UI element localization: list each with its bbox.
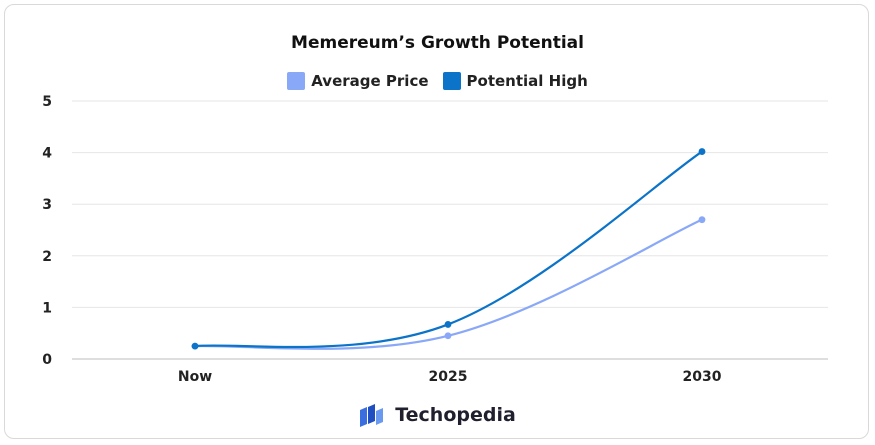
x-tick-label: 2025 [429, 369, 468, 385]
y-tick-label: 1 [42, 300, 52, 316]
y-tick-label: 0 [42, 352, 52, 368]
data-point-potential-high-now [191, 342, 199, 350]
data-point-average-price-2030 [698, 216, 706, 224]
brand-footer: Techopedia [0, 402, 875, 428]
y-tick-label: 4 [42, 146, 52, 162]
legend-label-average-price: Average Price [311, 72, 429, 90]
y-tick-label: 5 [42, 94, 52, 110]
x-tick-label: 2030 [683, 369, 722, 385]
x-tick-label: Now [178, 369, 212, 385]
legend-swatch-potential-high [442, 72, 461, 90]
series-line-average-price [194, 218, 703, 350]
y-tick-label: 2 [42, 249, 52, 265]
y-tick-label: 3 [42, 197, 52, 213]
series-line-potential-high [194, 150, 703, 349]
data-point-average-price-2025 [444, 332, 452, 340]
legend: Average Price Potential High [0, 72, 875, 90]
chart-card [4, 4, 869, 439]
data-point-potential-high-2030 [698, 148, 706, 155]
legend-item-potential-high[interactable]: Potential High [442, 72, 588, 90]
techopedia-logo-icon [360, 404, 384, 427]
legend-swatch-average-price [287, 72, 306, 90]
brand-name: Techopedia [395, 404, 516, 426]
legend-label-potential-high: Potential High [466, 72, 588, 90]
legend-item-average-price[interactable]: Average Price [287, 72, 429, 90]
data-point-potential-high-2025 [444, 321, 452, 328]
chart-title: Memereum’s Growth Potential [291, 33, 584, 53]
